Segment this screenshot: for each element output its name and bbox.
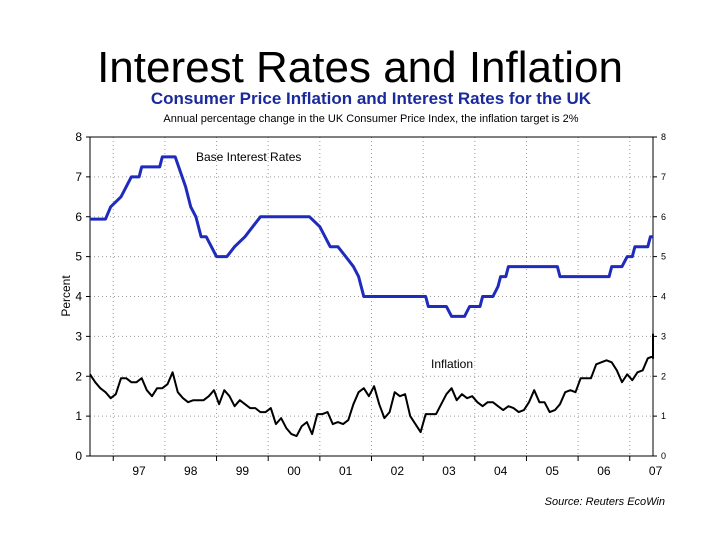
y-tick-label-right: 3 [661,331,666,341]
chart-subtitle: Annual percentage change in the UK Consu… [163,113,578,125]
x-tick-label: 05 [546,464,560,478]
y-tick-label-right: 2 [661,371,666,381]
x-tick-label: 00 [287,464,301,478]
y-tick-label-right: 5 [661,252,666,262]
y-axis-ticks: 0 0 1 1 2 2 3 3 4 4 5 5 6 6 7 7 8 8 [75,130,666,463]
x-tick-label: 99 [236,464,250,478]
y-tick-label: 0 [75,449,82,463]
y-tick-label-right: 8 [661,132,666,142]
y-tick-label: 3 [75,329,82,343]
y-tick-label: 5 [75,250,82,264]
series-line-base-interest-rates [90,155,653,318]
source-note: Source: Reuters EcoWin [545,496,665,508]
y-tick-label: 1 [75,409,82,423]
x-tick-label: 04 [494,464,508,478]
slide-title: Interest Rates and Inflation [97,43,623,92]
y-tick-label: 7 [75,170,82,184]
y-tick-label-right: 4 [661,292,666,302]
series-label-inflation: Inflation [431,357,473,371]
chart-title: Consumer Price Inflation and Interest Ra… [151,89,592,108]
y-tick-label: 6 [75,210,82,224]
plot-frame [89,136,654,457]
y-tick-label: 2 [75,369,82,383]
y-tick-label-right: 6 [661,212,666,222]
y-axis-label: Percent [59,275,73,317]
y-tick-label: 8 [75,130,82,144]
y-tick-label-right: 0 [661,451,666,461]
x-tick-label: 07 [649,464,663,478]
x-tick-label: 98 [184,464,198,478]
y-tick-label-right: 7 [661,172,666,182]
x-tick-label: 97 [132,464,146,478]
x-tick-label: 01 [339,464,353,478]
series-line-inflation [89,333,654,438]
y-tick-label-right: 1 [661,411,666,421]
x-axis-ticks: 97 98 99 00 01 02 03 04 05 06 07 [112,456,663,478]
series-label-base-interest-rates: Base Interest Rates [196,150,301,164]
x-tick-label: 03 [442,464,456,478]
x-tick-label: 06 [597,464,611,478]
x-tick-label: 02 [391,464,405,478]
y-tick-label: 4 [75,290,82,304]
